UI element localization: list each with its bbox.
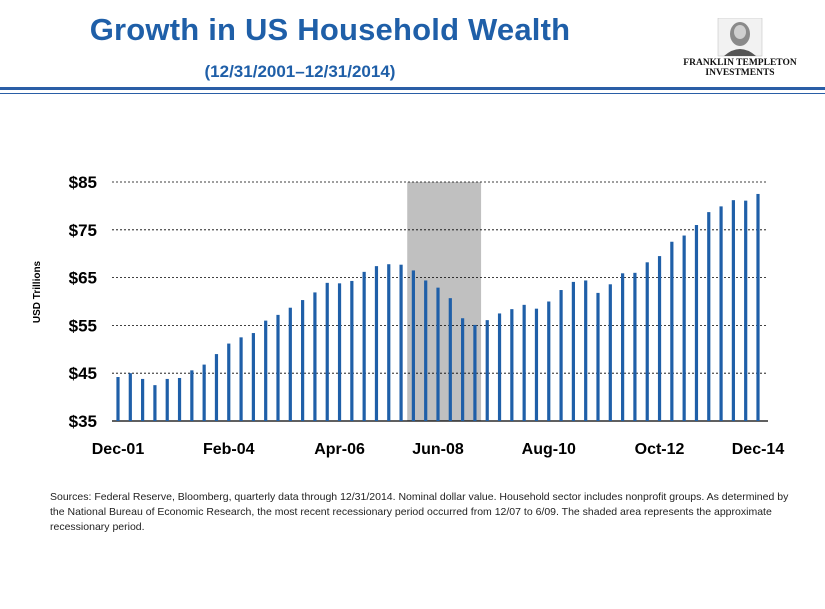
bar xyxy=(584,280,588,421)
bar xyxy=(128,373,132,421)
y-tick-label: $45 xyxy=(69,364,97,383)
bar xyxy=(608,284,612,421)
sources-footnote: Sources: Federal Reserve, Bloomberg, qua… xyxy=(50,491,789,533)
page-title: Growth in US Household Wealth xyxy=(89,12,571,47)
portrait-emblem-icon xyxy=(717,17,763,57)
bar xyxy=(436,287,440,421)
bar xyxy=(362,271,366,421)
bar xyxy=(571,281,575,421)
x-tick-label: Oct-12 xyxy=(635,441,685,458)
bar xyxy=(165,378,169,421)
bar xyxy=(264,320,268,421)
bar xyxy=(214,354,219,421)
bar xyxy=(497,313,502,421)
bar xyxy=(448,298,452,421)
bar xyxy=(510,309,514,421)
bar xyxy=(744,200,748,421)
bar xyxy=(399,264,403,421)
bar xyxy=(387,264,391,421)
y-tick-label: $85 xyxy=(69,173,97,192)
recession-shade xyxy=(407,182,482,421)
x-tick-label: Jun-08 xyxy=(412,441,464,458)
bar xyxy=(633,272,637,421)
bar xyxy=(670,241,674,421)
page-subtitle: (12/31/2001–12/31/2014) xyxy=(204,62,396,81)
bar xyxy=(313,292,317,421)
bar xyxy=(756,193,760,421)
bar xyxy=(682,235,686,421)
header-rule-thin xyxy=(0,93,825,94)
bar xyxy=(190,370,194,421)
bar xyxy=(731,200,735,421)
bar xyxy=(202,364,206,421)
bar xyxy=(559,290,563,421)
bar xyxy=(657,256,662,421)
bar-chart-svg: $35 $45 $55 $65 $75 $85 Dec-01 Feb-04 Apr-06 Jun… xyxy=(32,173,785,458)
y-tick-label: $35 xyxy=(69,412,97,431)
y-tick-label: $75 xyxy=(69,221,97,240)
x-tick-label: Feb-04 xyxy=(203,441,255,458)
bar xyxy=(325,282,329,421)
x-tick-label: Apr-06 xyxy=(314,441,365,458)
bar xyxy=(288,307,292,421)
bar xyxy=(694,225,699,421)
bar xyxy=(116,377,120,421)
bar xyxy=(522,304,526,421)
bar xyxy=(276,314,280,421)
y-axis-label: USD Trillions xyxy=(32,260,43,323)
bar xyxy=(337,283,342,421)
bar xyxy=(239,337,243,421)
bar xyxy=(534,308,539,421)
bar xyxy=(596,292,600,421)
bar xyxy=(473,324,477,421)
bar xyxy=(719,206,723,421)
logo-line2: INVESTMENTS xyxy=(705,68,775,78)
x-tick-label: Aug-10 xyxy=(522,441,576,458)
bar xyxy=(350,280,354,421)
bar xyxy=(547,301,551,421)
bar xyxy=(461,318,465,421)
bar xyxy=(301,300,305,421)
x-tick-label: Dec-01 xyxy=(92,441,145,458)
wealth-chart: $35 $45 $55 $65 $75 $85 Dec-01 Feb-04 Apr-06 Jun… xyxy=(0,150,825,470)
x-tick-label: Dec-14 xyxy=(732,441,785,458)
y-tick-label: $65 xyxy=(69,269,97,288)
bar xyxy=(251,333,255,421)
bar xyxy=(227,343,231,421)
bar xyxy=(645,262,649,421)
bar xyxy=(411,270,415,421)
header-rule-thick xyxy=(0,87,825,90)
bar xyxy=(621,273,625,421)
logo-line1: FRANKLIN TEMPLETON xyxy=(683,58,797,68)
bar xyxy=(374,266,379,421)
bar xyxy=(485,320,489,421)
bar xyxy=(424,280,428,421)
bar xyxy=(177,377,182,421)
bar xyxy=(153,385,157,421)
franklin-templeton-logo: FRANKLIN TEMPLETON INVESTMENTS xyxy=(680,17,800,88)
bar xyxy=(707,212,711,421)
bar xyxy=(141,378,145,421)
y-tick-label: $55 xyxy=(69,316,97,335)
